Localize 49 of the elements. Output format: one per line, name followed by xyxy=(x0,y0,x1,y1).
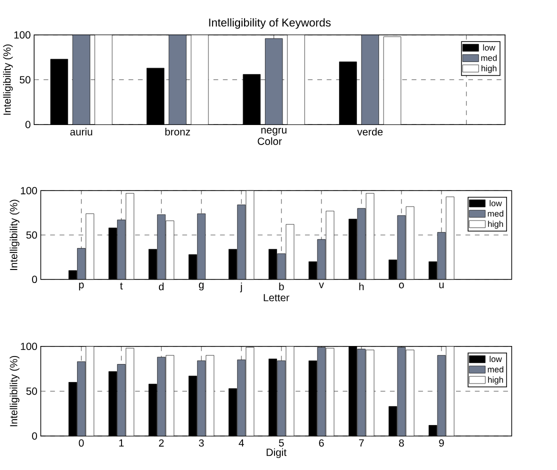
x-tick-label: h xyxy=(359,282,364,290)
y-axis-title: Intelligibility (%) xyxy=(10,200,20,270)
x-tick-label: 2 xyxy=(159,439,164,447)
x-tick-label: 8 xyxy=(399,439,404,447)
x-axis-title: Color xyxy=(258,137,282,145)
legend-label: med xyxy=(481,54,497,61)
x-tick-label: v xyxy=(318,282,324,288)
x-tick-label: 5 xyxy=(278,439,284,447)
x-tick-label: 1 xyxy=(119,439,124,446)
y-tick-label: 100 xyxy=(20,186,38,194)
legend-label: low xyxy=(490,200,502,206)
x-tick-label: p xyxy=(79,282,84,290)
y-tick-label: 50 xyxy=(26,388,38,395)
x-tick-label: g xyxy=(198,282,204,290)
x-tick-label: 0 xyxy=(78,439,84,447)
x-tick-label: 3 xyxy=(198,439,204,447)
x-tick-label: verde xyxy=(357,128,383,136)
legend-label: low xyxy=(483,44,496,51)
legend-label: high xyxy=(482,65,496,73)
legend-label: low xyxy=(490,356,502,362)
y-tick-label: 50 xyxy=(26,231,38,239)
x-axis-title: Letter xyxy=(264,294,290,302)
chart-title: Intelligibility of Keywords xyxy=(209,18,331,29)
x-tick-label: b xyxy=(279,282,284,290)
y-axis-title: Intelligibility (%) xyxy=(10,356,20,426)
x-tick-label: j xyxy=(240,282,242,292)
x-tick-label: 9 xyxy=(439,439,444,447)
legend-label: high xyxy=(488,376,504,384)
y-axis-title: Intelligibility (%) xyxy=(3,44,13,115)
x-tick-label: 7 xyxy=(359,439,364,446)
y-tick-label: 0 xyxy=(32,432,38,440)
legend-label: med xyxy=(488,210,504,217)
y-tick-label: 100 xyxy=(20,342,38,350)
x-tick-label: t xyxy=(120,282,123,290)
y-tick-label: 0 xyxy=(25,120,30,128)
x-tick-label: d xyxy=(158,282,164,290)
x-tick-label: auriu xyxy=(70,128,92,136)
x-axis-title: Digit xyxy=(266,448,286,458)
legend-label: med xyxy=(488,366,504,372)
x-tick-label: negru xyxy=(261,128,286,136)
x-tick-label: bronz xyxy=(165,128,190,136)
legend-label: high xyxy=(488,220,504,229)
x-tick-label: 4 xyxy=(238,439,244,446)
y-tick-label: 50 xyxy=(20,76,30,84)
y-tick-label: 0 xyxy=(32,276,38,284)
x-tick-label: u xyxy=(439,282,444,288)
x-tick-label: 6 xyxy=(319,439,324,447)
x-tick-label: o xyxy=(399,282,404,288)
y-tick-label: 100 xyxy=(14,31,30,39)
